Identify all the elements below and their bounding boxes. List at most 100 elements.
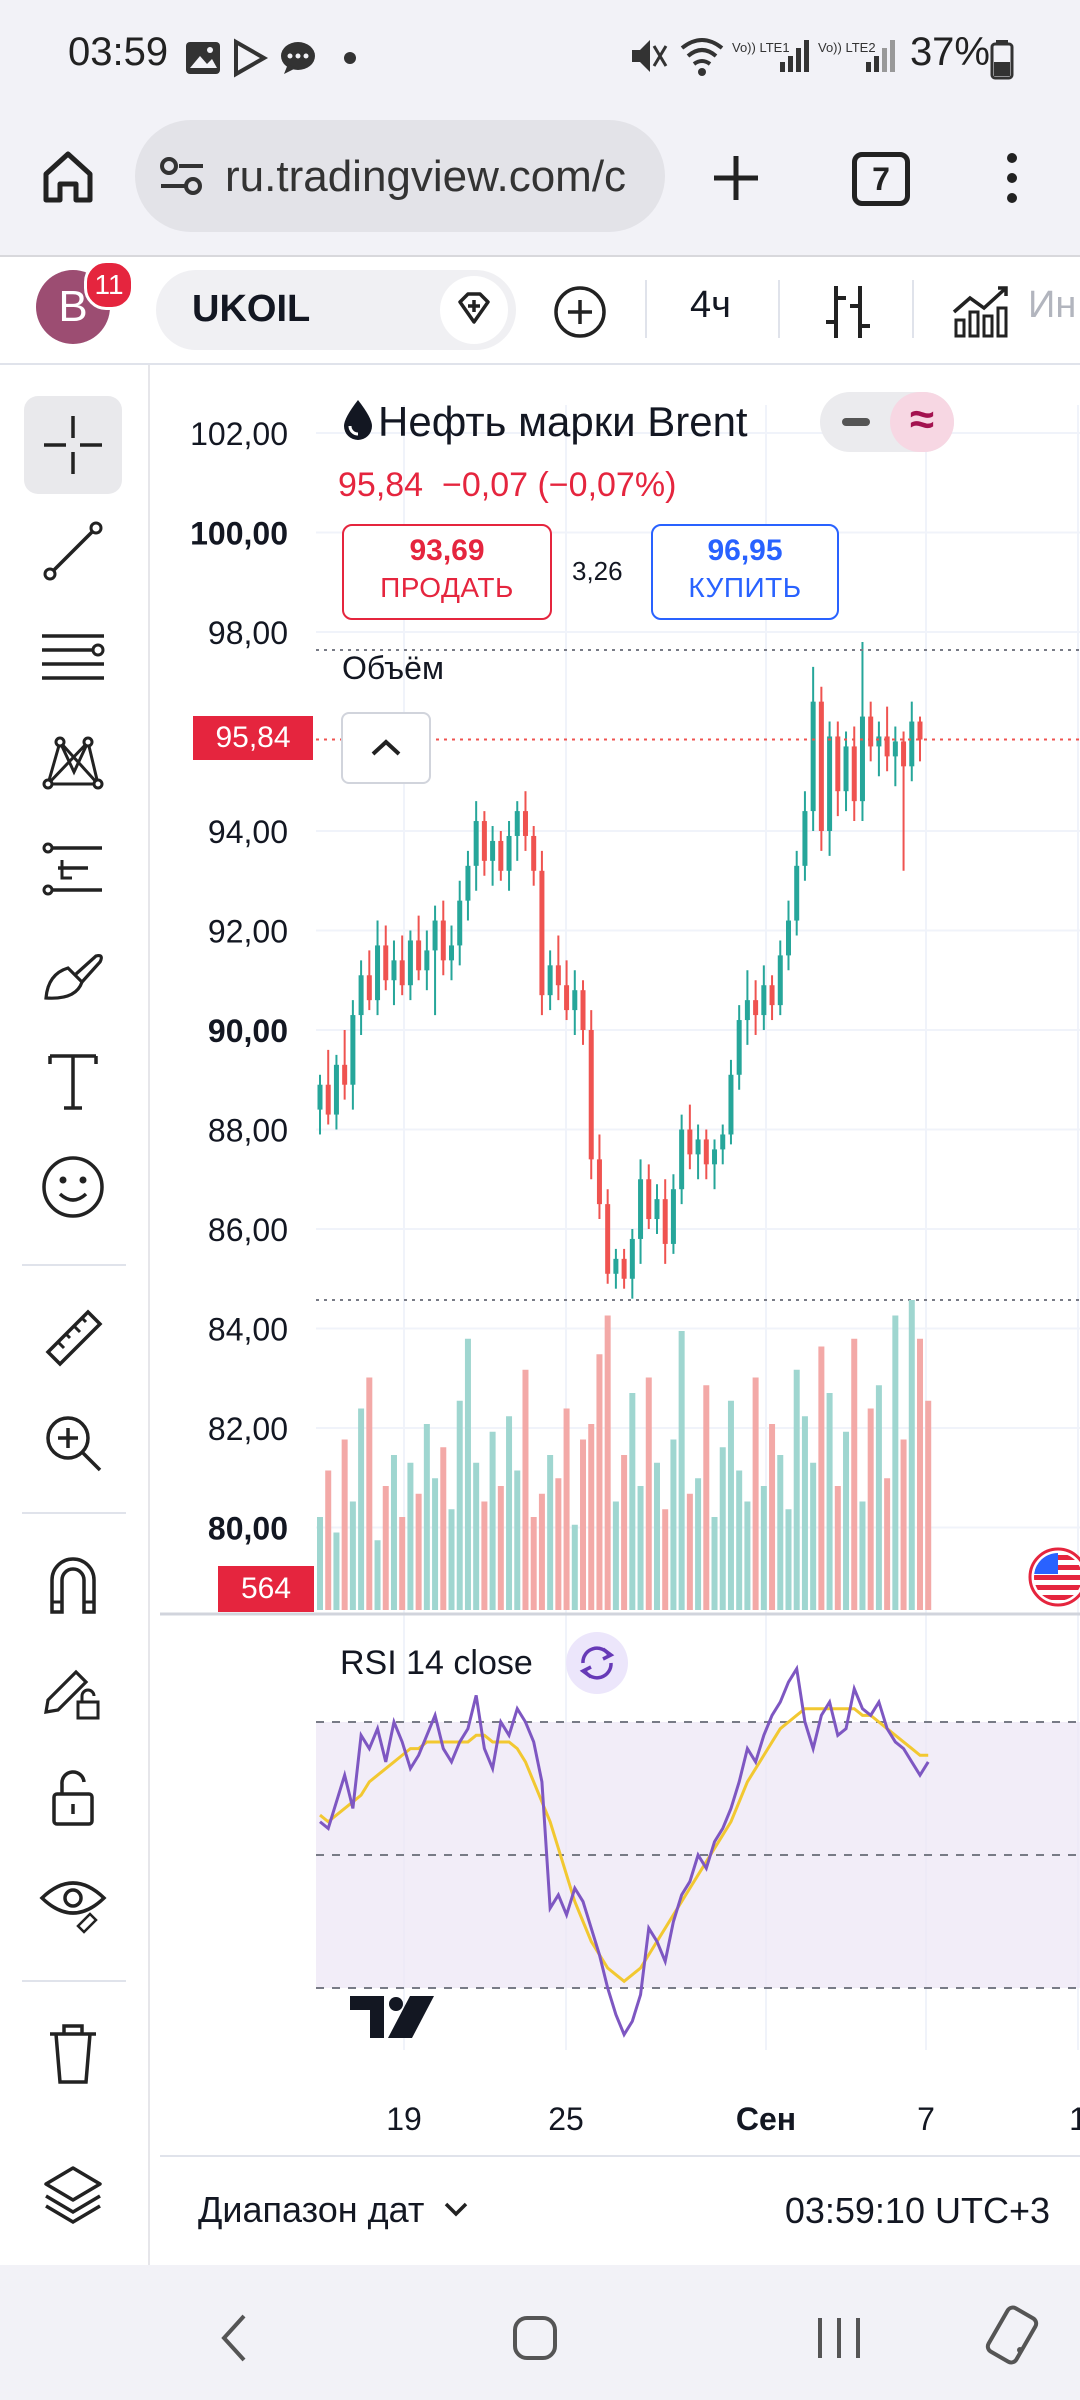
indicators-icon[interactable] (950, 282, 1010, 338)
chart-type-bars-icon[interactable] (820, 282, 876, 342)
volume-bar (341, 1439, 348, 1610)
buy-label: КУПИТЬ (688, 572, 802, 603)
rsi-refresh-button[interactable] (566, 1632, 628, 1694)
home-nav-icon[interactable] (510, 2310, 560, 2366)
candle-body (621, 1258, 627, 1279)
pattern-tool[interactable] (24, 714, 122, 812)
tradingview-logo (350, 1996, 434, 2038)
back-icon[interactable] (214, 2310, 254, 2366)
compare-add-icon[interactable] (552, 284, 608, 340)
volume-bar (432, 1478, 439, 1610)
sell-button[interactable]: 93,69 ПРОДАТЬ (342, 524, 552, 620)
forecast-tool[interactable] (24, 820, 122, 918)
rsi-line (319, 1664, 930, 2038)
home-icon[interactable] (40, 148, 96, 204)
volume-bar (851, 1338, 858, 1610)
volume-bar (555, 1478, 562, 1610)
sim2-label: Vo)) LTE2 (818, 40, 876, 55)
timeframe-button[interactable]: 4ч (690, 284, 731, 326)
candle-body (605, 1204, 611, 1274)
lock-all-tool[interactable] (24, 1748, 122, 1846)
hide-drawings-tool[interactable] (24, 1854, 122, 1952)
price-axis-label: 102,00 (190, 416, 288, 452)
drop-icon (344, 400, 372, 440)
battery-icon (990, 40, 1014, 80)
volume-bar (908, 1300, 915, 1610)
volume-bar (727, 1400, 734, 1610)
volume-bar (744, 1501, 751, 1610)
indicators-label[interactable]: Ин (1028, 284, 1077, 326)
magnet-tool[interactable] (24, 1536, 122, 1634)
object-tree-tool[interactable] (24, 2146, 122, 2244)
candle-body (679, 1129, 685, 1190)
volume-bar (752, 1377, 759, 1610)
price-chart[interactable]: 102,00 100,00 98,00 94,00 92,00 90,00 88,00 86,… (160, 365, 1080, 2155)
volume-bar (637, 1486, 644, 1610)
new-tab-icon[interactable] (710, 152, 762, 204)
unlock-icon (52, 1770, 94, 1826)
candle-body (670, 1189, 676, 1244)
brush-tool[interactable] (24, 926, 122, 1024)
volume-bar (769, 1424, 776, 1610)
price-axis-label: 90,00 (208, 1013, 288, 1049)
symbol-search[interactable]: UKOIL (156, 270, 516, 350)
pencil-lock-icon (44, 1669, 100, 1720)
volume-bar (834, 1486, 841, 1610)
candle-body (531, 835, 537, 871)
recents-icon[interactable] (812, 2310, 866, 2366)
crosshair-tool[interactable] (24, 396, 122, 494)
time-axis-label: 19 (386, 2101, 422, 2137)
candle-body (539, 870, 545, 996)
fib-tool[interactable] (24, 608, 122, 706)
site-settings-icon[interactable] (159, 154, 205, 198)
diamond-icon (458, 292, 490, 324)
chart-time[interactable]: 03:59:10 UTC+3 (784, 2190, 1050, 2231)
chevron-up-icon (371, 739, 401, 756)
volume-bar (506, 1416, 513, 1610)
volume-bar (481, 1501, 488, 1610)
text-tool[interactable] (24, 1032, 122, 1130)
candle-body (662, 1199, 668, 1244)
collapse-legend-button[interactable] (341, 712, 431, 784)
drawing-toolbar (0, 365, 150, 2265)
remove-drawings-tool[interactable] (24, 2004, 122, 2102)
buy-button[interactable]: 96,95 КУПИТЬ (651, 524, 839, 620)
emoji-tool[interactable] (24, 1138, 122, 1236)
volume-bar (547, 1455, 554, 1610)
candle-body (613, 1258, 619, 1274)
status-time: 03:59 (68, 30, 169, 74)
symbol-info-button[interactable] (440, 276, 508, 344)
tab-count-button[interactable]: 7 (852, 152, 910, 206)
rotate-screen-icon[interactable] (982, 2304, 1042, 2368)
volume-bar (563, 1408, 570, 1610)
candle-body (876, 736, 882, 747)
volume-bar (604, 1315, 611, 1610)
more-options-icon[interactable] (1000, 148, 1024, 208)
zoom-in-icon (46, 1416, 102, 1472)
zoom-tool[interactable] (24, 1394, 122, 1492)
candle-body (835, 736, 841, 792)
candle-body (703, 1139, 709, 1165)
date-range-button[interactable]: Диапазон дат (198, 2185, 470, 2235)
candle-body (802, 811, 808, 866)
chart-mode-toggle[interactable]: ≈ (820, 392, 954, 452)
lock-drawing-tool[interactable] (24, 1642, 122, 1740)
candle-body (490, 840, 496, 861)
trash-icon (50, 2024, 96, 2084)
volume-bar (884, 1478, 891, 1610)
crosshair-icon (44, 416, 102, 474)
signal-icon-2 (866, 40, 895, 72)
address-bar[interactable]: ru.tradingview.com/c (135, 120, 665, 232)
candle-body (687, 1129, 693, 1155)
time-axis-label: 1 (1069, 2101, 1080, 2137)
sell-price: 93,69 (409, 534, 485, 567)
volume-bar (711, 1517, 718, 1610)
toolbar-divider (22, 1264, 126, 1266)
measure-tool[interactable] (24, 1288, 122, 1386)
mute-icon (632, 40, 668, 72)
minus-icon (842, 418, 870, 426)
us-flag-icon[interactable] (1028, 1546, 1080, 1608)
trend-line-tool[interactable] (24, 502, 122, 600)
volume-bar (415, 1493, 422, 1610)
volume-bar (588, 1424, 595, 1610)
